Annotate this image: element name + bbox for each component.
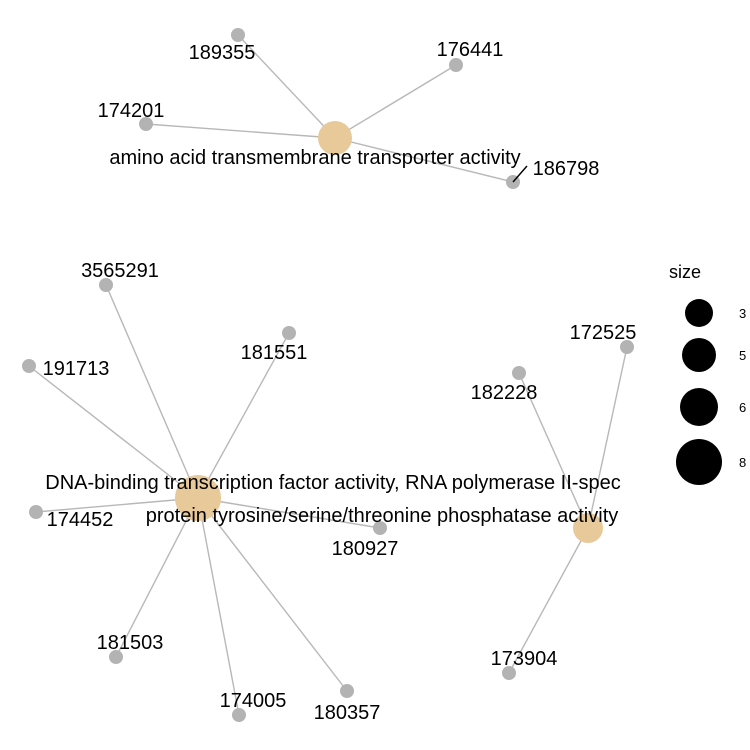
legend-label-6: 6 [739, 400, 746, 415]
legend-dot-6 [680, 388, 718, 426]
edge-181503 [115, 497, 199, 658]
gene-label-181551: 181551 [241, 342, 308, 364]
legend-dot-3 [685, 299, 713, 327]
edge-186798 [334, 137, 514, 183]
legend-label-3: 3 [739, 306, 746, 321]
gene-node-173904[interactable] [502, 666, 516, 680]
gene-label-180927: 180927 [332, 538, 399, 560]
legend-dot-8 [676, 439, 722, 485]
gene-label-174201: 174201 [98, 100, 165, 122]
gene-label-174005: 174005 [220, 690, 287, 712]
gene-node-191713[interactable] [22, 359, 36, 373]
legend-label-5: 5 [739, 348, 746, 363]
legend-title: size [669, 262, 701, 282]
edge-191713 [28, 365, 199, 499]
category-node-c3[interactable] [573, 513, 603, 543]
size-legend: size 3 5 6 8 [669, 262, 746, 485]
gene-label-186798: 186798 [533, 158, 600, 180]
edge-182228 [518, 372, 589, 529]
gene-label-174452: 174452 [47, 509, 114, 531]
category-label-c2: DNA-binding transcription factor activit… [45, 472, 620, 494]
category-label-c1: amino acid transmembrane transporter act… [109, 147, 520, 169]
gene-node-180357[interactable] [340, 684, 354, 698]
gene-label-176441: 176441 [437, 39, 504, 61]
gene-label-3565291: 3565291 [81, 260, 159, 282]
label-leader-186798 [512, 165, 528, 183]
gene-label-173904: 173904 [491, 648, 558, 670]
gene-label-180357: 180357 [314, 702, 381, 724]
gene-node-182228[interactable] [512, 366, 526, 380]
label-layer: 189355 176441 174201 186798 3565291 191713 181… [43, 39, 637, 724]
gene-label-191713: 191713 [43, 358, 110, 380]
category-label-c3: protein tyrosine/serine/threonine phosph… [146, 505, 619, 527]
edge-189355 [237, 34, 336, 139]
edge-174452 [35, 497, 199, 513]
category-node-c2[interactable] [175, 475, 221, 521]
gene-node-174201[interactable] [139, 117, 153, 131]
edge-layer [28, 34, 628, 716]
gene-node-174452[interactable] [29, 505, 43, 519]
gene-node-180927[interactable] [373, 521, 387, 535]
node-layer [22, 28, 634, 722]
legend-dot-5 [682, 338, 716, 372]
gene-label-172525: 172525 [570, 322, 637, 344]
gene-node-176441[interactable] [449, 58, 463, 72]
edge-174005 [197, 497, 240, 716]
gene-node-172525[interactable] [620, 340, 634, 354]
gene-node-174005[interactable] [232, 708, 246, 722]
edge-3565291 [105, 284, 199, 499]
gene-node-3565291[interactable] [99, 278, 113, 292]
edge-174201 [145, 123, 336, 139]
legend-label-8: 8 [739, 455, 746, 470]
edge-172525 [587, 346, 628, 529]
gene-node-189355[interactable] [231, 28, 245, 42]
edge-181551 [197, 332, 290, 499]
gene-label-181503: 181503 [97, 632, 164, 654]
gene-label-189355: 189355 [189, 42, 256, 64]
gene-node-181551[interactable] [282, 326, 296, 340]
edge-176441 [334, 64, 457, 139]
gene-label-182228: 182228 [471, 382, 538, 404]
gene-node-181503[interactable] [109, 650, 123, 664]
edge-180927 [197, 497, 381, 529]
category-node-c1[interactable] [318, 121, 352, 155]
edge-180357 [197, 497, 348, 692]
edge-173904 [508, 527, 589, 674]
